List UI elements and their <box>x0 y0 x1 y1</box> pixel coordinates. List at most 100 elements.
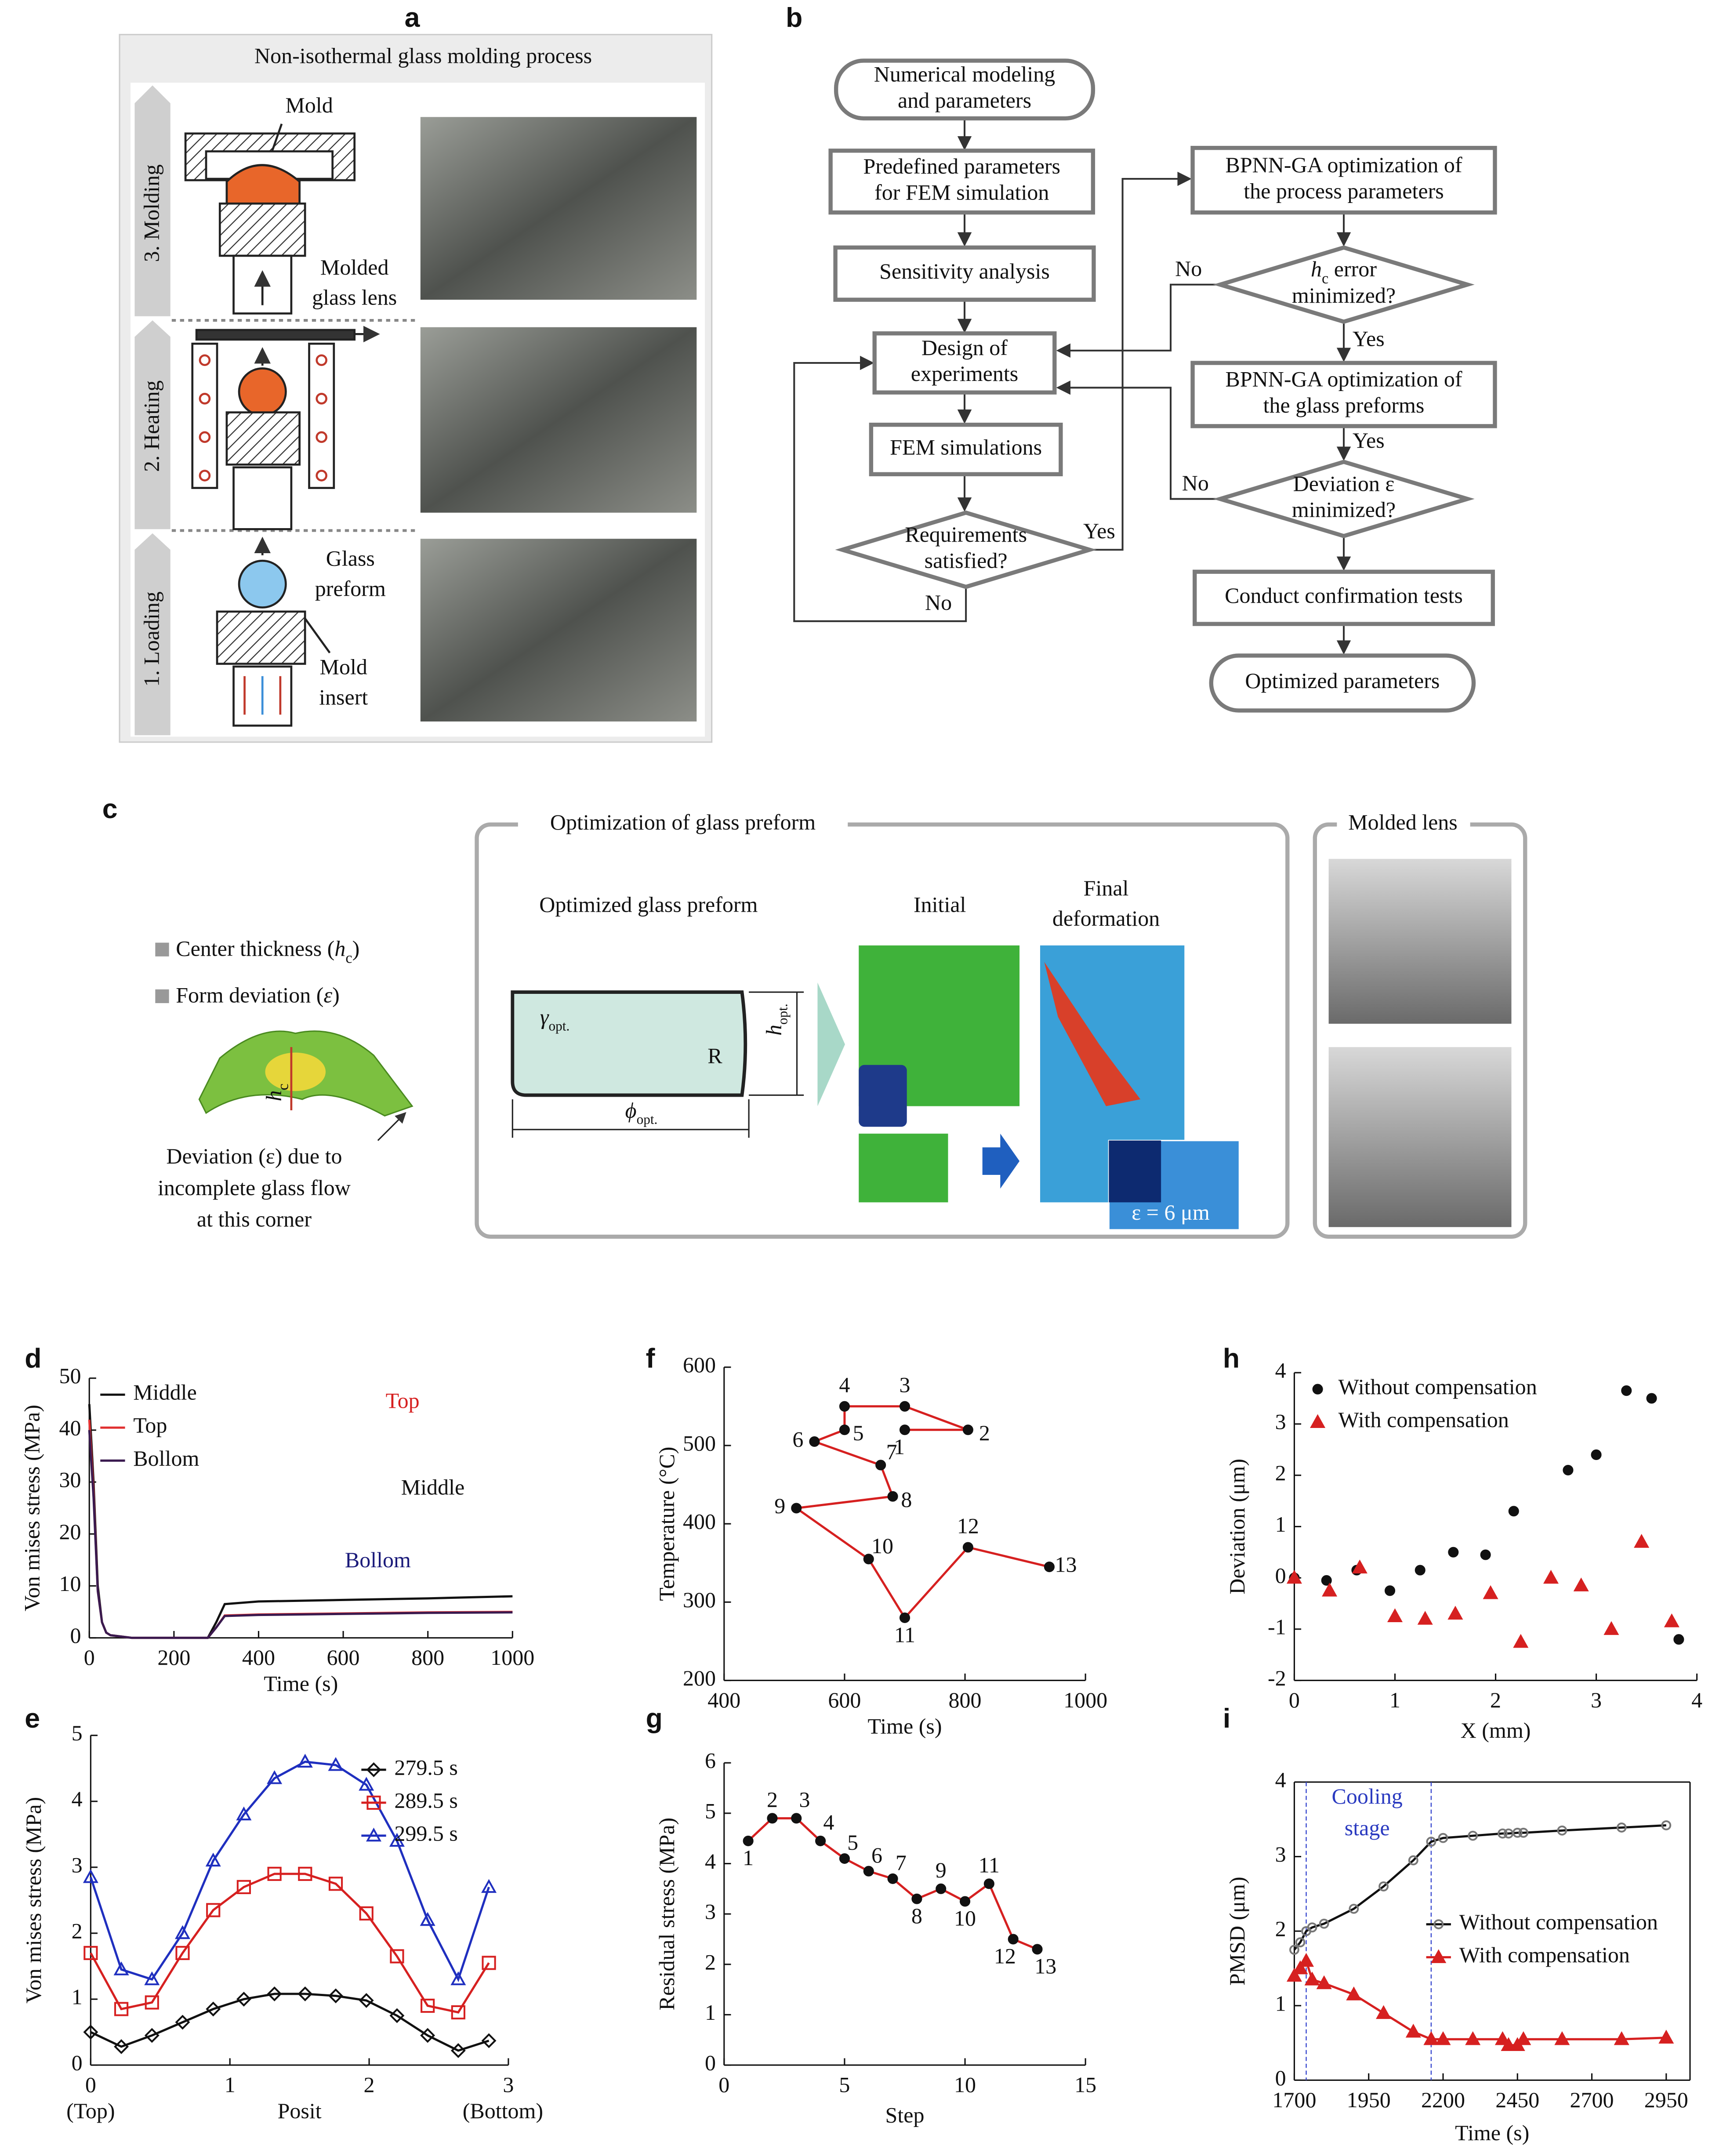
marker <box>113 1961 129 1975</box>
point-label: 8 <box>911 1903 922 1928</box>
marker <box>1352 1559 1368 1574</box>
subscript: opt. <box>637 1112 658 1127</box>
marker <box>1621 1385 1632 1396</box>
marker <box>205 1852 221 1867</box>
point-label: 1 <box>894 1435 905 1459</box>
marker <box>450 1971 466 1986</box>
marker <box>899 1424 910 1435</box>
marker <box>1673 1634 1684 1645</box>
marker <box>481 2033 497 2048</box>
y-axis-label: Deviation (μm) <box>1225 1459 1249 1594</box>
stage-label: 2. Heating <box>139 380 164 472</box>
y-axis-label: Von mises stress (MPa) <box>20 1405 44 1611</box>
annotation: (Bottom) <box>463 2098 543 2123</box>
y-tick-label: 2 <box>705 1949 716 1974</box>
x-tick-label: 2 <box>364 2073 375 2097</box>
marker <box>839 1401 850 1412</box>
point-label: 11 <box>979 1852 1000 1877</box>
marker <box>863 1554 874 1565</box>
marker <box>297 1754 313 1768</box>
node-text: Requirements <box>905 522 1027 547</box>
point-label: 11 <box>894 1622 915 1647</box>
pointer <box>377 1112 406 1141</box>
gamma-label: γopt. <box>540 1005 569 1033</box>
note: incomplete glass flow <box>158 1175 351 1200</box>
series-line <box>1293 1958 1666 2047</box>
x-tick-label: 3 <box>503 2073 514 2097</box>
marker <box>791 1503 802 1514</box>
marker <box>863 1866 874 1877</box>
marker <box>1384 1585 1396 1596</box>
legend-label: Top <box>133 1413 167 1438</box>
marker <box>1289 1945 1299 1955</box>
x-tick-label: 600 <box>828 1688 861 1712</box>
legend-label: 299.5 s <box>394 1821 458 1845</box>
chart: e 0 1 2 3 0 1 2 3 4 5 Posit Von mises stress (MPa) 27… <box>21 1703 543 2123</box>
marker <box>899 1401 910 1412</box>
marker <box>328 1757 344 1771</box>
decision-node <box>835 510 1097 589</box>
legend-text: Center thickness (hc) <box>176 936 359 966</box>
point-label: 1 <box>743 1845 754 1870</box>
y-tick-label: 10 <box>59 1571 81 1596</box>
marker <box>1591 1449 1602 1460</box>
x-tick-label: 800 <box>949 1688 982 1712</box>
marker <box>267 1866 282 1881</box>
marker <box>1044 1562 1055 1573</box>
x-tick-label: 1000 <box>1063 1688 1107 1712</box>
x-tick-label: 0 <box>718 2073 729 2097</box>
marker <box>1563 1464 1574 1476</box>
chart: h 0 1 2 3 4 -2 -1 0 1 2 3 4 X (mm) Deviation (μm) Witho… <box>1223 1343 1702 1743</box>
marker <box>1543 1569 1559 1584</box>
panel-title: Non-isothermal glass molding process <box>254 43 592 68</box>
marker <box>359 1776 374 1791</box>
subscript: opt. <box>775 1004 790 1025</box>
legend-label: Middle <box>133 1380 196 1405</box>
legend-label: With compensation <box>1459 1942 1630 1967</box>
photo <box>420 539 697 722</box>
process-node <box>1193 569 1495 626</box>
marker <box>809 1436 820 1447</box>
legend-label: Without compensation <box>1459 1910 1658 1934</box>
process-node <box>828 149 1095 215</box>
y-tick-label: 1 <box>1275 1991 1286 2015</box>
marker <box>839 1424 850 1435</box>
arrow <box>982 1134 1020 1189</box>
panel-label: b <box>786 2 802 33</box>
point-label: 9 <box>774 1493 785 1518</box>
marker <box>298 1866 312 1881</box>
marker <box>366 1827 382 1842</box>
node-text: experiments <box>911 361 1018 386</box>
legend-label: 279.5 s <box>394 1755 458 1779</box>
marker <box>1286 1569 1302 1584</box>
x-tick-label: 0 <box>85 2073 96 2097</box>
y-tick-label: 5 <box>72 1721 83 1745</box>
symbol: ε <box>323 983 332 1007</box>
x-axis-label: Time (s) <box>867 1714 942 1739</box>
panel-a: a Non-isothermal glass molding process 3… <box>119 2 713 743</box>
y-tick-label: 500 <box>683 1431 716 1455</box>
series-line <box>90 1873 490 2014</box>
marker <box>420 2028 435 2043</box>
marker <box>1423 2031 1439 2045</box>
node-text: minimized? <box>1292 497 1396 522</box>
node-text: hc error <box>1311 257 1377 287</box>
marker <box>144 2028 160 2043</box>
marker <box>328 1988 343 2004</box>
point-label: 10 <box>871 1533 893 1558</box>
x-axis-label: X (mm) <box>1461 1718 1531 1743</box>
x-tick-label: 10 <box>954 2073 976 2097</box>
series-line <box>793 1405 1050 1620</box>
marker <box>236 1992 251 2007</box>
node-text: Optimized parameters <box>1245 668 1440 693</box>
marker <box>1319 1918 1329 1929</box>
y-tick-label: 1 <box>705 2000 716 2025</box>
marker <box>144 1971 160 1986</box>
node-text: minimized? <box>1292 283 1396 308</box>
annotation: Cooling <box>1332 1784 1403 1808</box>
marker <box>145 1995 159 2010</box>
x-tick-label: 800 <box>411 1645 444 1670</box>
subtitle: Optimized glass preform <box>539 892 758 917</box>
text: ) <box>332 983 340 1007</box>
